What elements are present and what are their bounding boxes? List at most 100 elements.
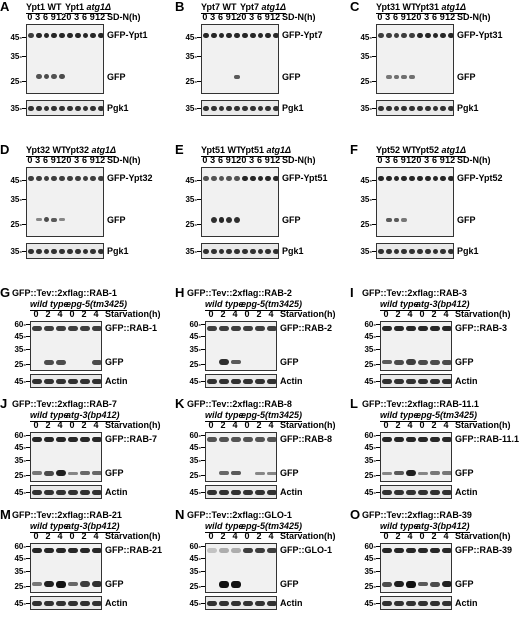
blot-panel-c: C Ypt31 WT Ypt31 atg1Δ 0 3 6 9 12 0 3 6 9 12 SD-N(h) 4… (350, 0, 520, 140)
loading-band (430, 490, 440, 495)
fusion-band (210, 33, 217, 39)
mw-tick (26, 459, 30, 461)
mw-tick (372, 179, 376, 181)
group-label-2: atg-3(bp412) (416, 521, 470, 533)
mw-tick (201, 459, 205, 461)
free-gfp-label: GFP (455, 579, 474, 589)
mw-marker: 35- (360, 194, 372, 204)
lane-label: 6 (392, 12, 398, 22)
loading-band (393, 249, 400, 254)
lane-label: 12 (56, 12, 67, 22)
fusion-protein-label: GFP-Ypt32 (107, 173, 153, 184)
time-unit-label: Starvation(h) (105, 420, 161, 430)
fusion-band (440, 176, 447, 182)
loading-band (249, 106, 256, 111)
loading-band (243, 379, 253, 384)
free-gfp-band (32, 582, 42, 586)
loading-band (382, 601, 392, 606)
mw-tick (201, 447, 205, 448)
loading-band (424, 249, 431, 254)
lane-label: 0 (69, 531, 75, 541)
lane-label: 4 (407, 420, 413, 430)
mw-tick (22, 55, 26, 57)
loading-control-label: Actin (280, 598, 303, 608)
fusion-band (378, 176, 384, 182)
mw-tick (376, 459, 380, 461)
fusion-band (219, 548, 229, 553)
loading-band (28, 106, 34, 111)
group-label-2: epg-5(tm3425) (241, 521, 303, 533)
lane-label: 4 (407, 531, 413, 541)
lane-label: 9 (400, 12, 406, 22)
fusion-band (418, 326, 428, 331)
mw-tick (376, 324, 380, 325)
blot-panel-m: M GFP::Tev::2xflag::RAB-21 wild type atg-3(… (0, 508, 170, 616)
fusion-band (92, 326, 101, 331)
group-labels: Ypt7 WT Ypt7 atg1Δ (201, 2, 287, 14)
panel-title: GFP::Tev::2xflag::GLO-1 (187, 510, 292, 520)
free-gfp-band (43, 217, 50, 223)
free-gfp-band (68, 471, 78, 475)
fusion-band (82, 176, 89, 182)
group-name: wild type (380, 299, 419, 309)
panel-letter: N (175, 507, 185, 522)
group-label-1: wild type (30, 410, 69, 422)
mw-tick (22, 251, 26, 252)
fusion-protein-label: GFP::RAB-1 (105, 323, 157, 333)
loading-band (273, 106, 278, 111)
fusion-band (43, 33, 50, 39)
lane-label: 4 (232, 420, 238, 430)
fusion-band (430, 326, 440, 331)
panel-title: GFP::Tev::2xflag::RAB-21 (12, 510, 122, 520)
mw-marker: 25- (185, 77, 197, 87)
lane-label: 3 (74, 155, 80, 165)
loading-band (226, 106, 233, 111)
mw-marker: 60- (364, 320, 376, 329)
loading-band (418, 379, 428, 384)
group-label-2: Ypt31 atg1Δ (415, 2, 467, 14)
lane-label: 3 (249, 155, 255, 165)
group-name: atg-3(bp412) (416, 299, 470, 309)
mw-tick (376, 570, 380, 572)
mw-tick (372, 36, 376, 38)
mw-marker: 45- (10, 32, 22, 42)
fusion-band (430, 437, 440, 442)
loading-band (432, 249, 439, 254)
loading-control-label: Pgk1 (457, 103, 479, 113)
fusion-protein-label: GFP::RAB-8 (280, 434, 332, 444)
lane-label: 0 (383, 531, 389, 541)
loading-band (255, 490, 265, 495)
loading-control-label: Actin (455, 376, 478, 386)
fusion-band (257, 33, 264, 39)
mw-marker: 60- (364, 431, 376, 440)
lane-label: 2 (395, 420, 401, 430)
loading-band (207, 379, 217, 384)
group-label-1: wild type (205, 299, 244, 311)
group-label-1: wild type (380, 521, 419, 533)
loading-band (28, 249, 34, 254)
group-labels: wild type epg-5(tm3425) (205, 299, 303, 311)
time-unit-label: SD-N(h) (457, 12, 491, 22)
mw-tick (376, 492, 380, 493)
fusion-band (243, 548, 253, 553)
group-name: Ypt52 (415, 145, 442, 155)
mw-tick (201, 586, 205, 587)
loading-band (430, 601, 440, 606)
group-label-2: Ypt1 atg1Δ (65, 2, 112, 14)
group-name: Ypt31 (415, 2, 442, 12)
free-gfp-band (267, 471, 276, 475)
group-name: epg-5(tm3425) (241, 299, 303, 309)
fusion-band (234, 176, 240, 182)
fusion-band (385, 176, 392, 182)
lane-label: 3 (385, 12, 391, 22)
main-blot (205, 321, 277, 371)
fusion-protein-label: GFP-Ypt31 (457, 30, 503, 41)
fusion-band (210, 176, 217, 182)
lane-label: 6 (42, 155, 48, 165)
panel-letter: G (0, 285, 11, 300)
group-name: epg-5(tm3425) (66, 299, 128, 309)
fusion-band (80, 548, 90, 553)
mw-marker: 25- (364, 360, 376, 369)
loading-control-blot (30, 485, 102, 499)
